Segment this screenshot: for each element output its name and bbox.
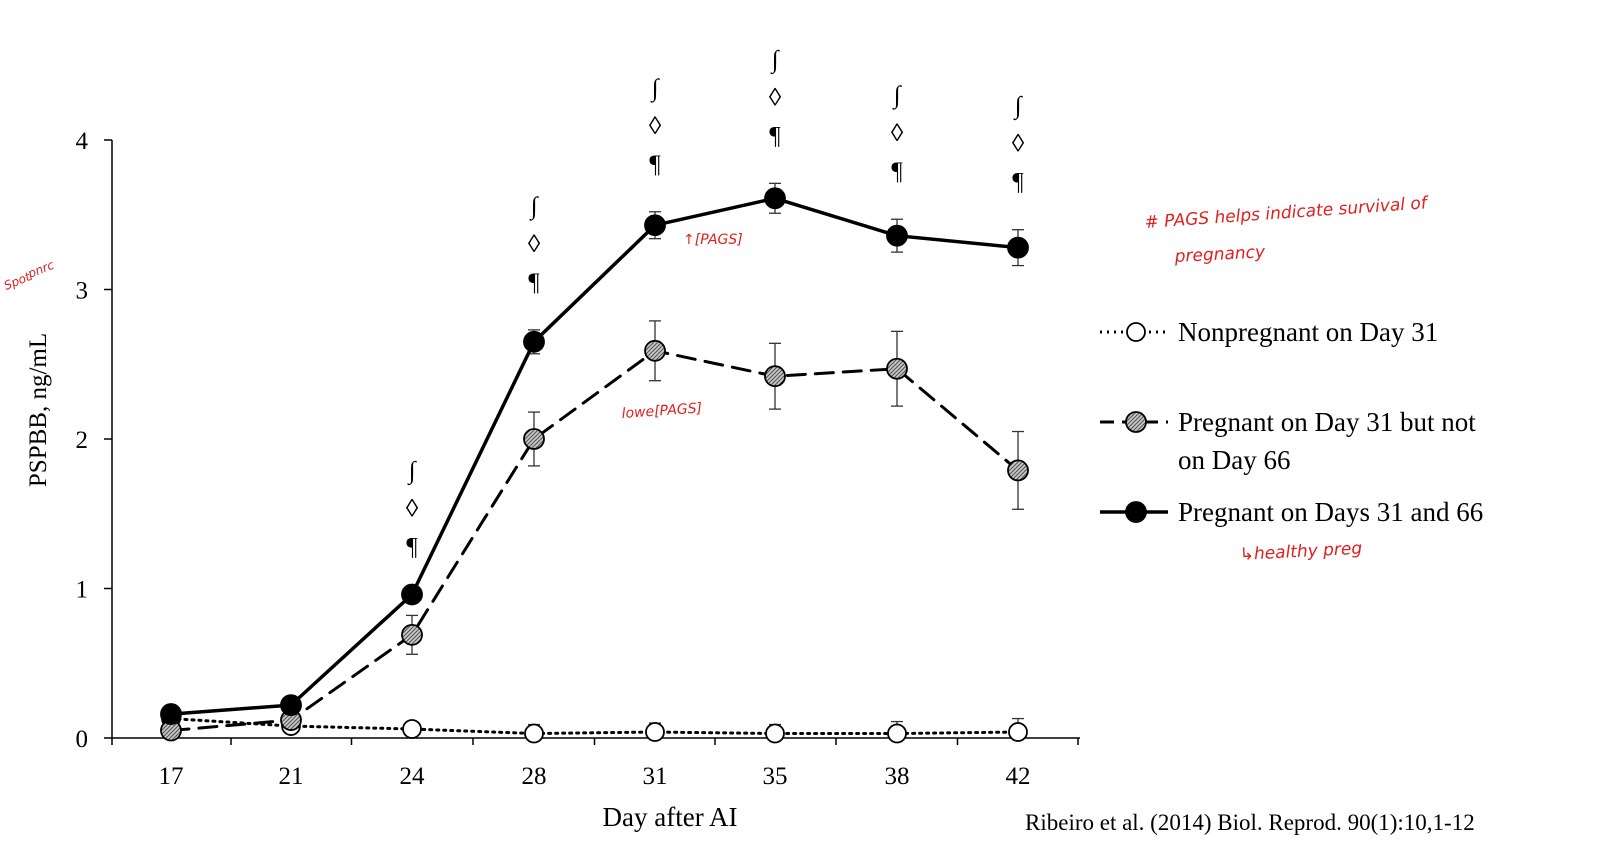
annotation-pags-note-line1: # PAGS helps indicate survival of: [1144, 193, 1430, 233]
signif-24-1: ◊: [406, 495, 419, 522]
signif-24-2: ¶: [406, 533, 418, 560]
point-s2-28: [523, 330, 545, 353]
signif-35-1: ◊: [769, 84, 782, 111]
point-s1-24: [401, 623, 423, 646]
signif-42-0: ∫: [1013, 93, 1023, 121]
point-s1-28: [523, 428, 545, 450]
legend-marker-1: [1125, 411, 1147, 433]
point-s2-31: [644, 214, 666, 237]
annotation-ylabel-scribble-line2: pnrc: [25, 258, 56, 282]
x-tick-label-17: 17: [159, 763, 184, 790]
point-s1-35: [764, 365, 786, 388]
signif-42-1: ◊: [1012, 131, 1025, 158]
x-tick-label-35: 35: [763, 763, 788, 790]
point-s2-24: [401, 583, 423, 606]
x-tick-label-24: 24: [400, 763, 426, 790]
signif-38-0: ∫: [892, 82, 902, 110]
signif-28-1: ◊: [528, 231, 541, 258]
signif-35-2: ¶: [769, 122, 781, 149]
point-s0-35: [765, 723, 785, 744]
point-s0-24: [402, 719, 422, 739]
annotation-pags-note-line2: pregnancy: [1173, 242, 1266, 267]
legend-marker-2: [1125, 501, 1147, 523]
x-tick-label-42: 42: [1006, 763, 1031, 790]
signif-28-2: ¶: [528, 269, 540, 296]
signif-38-2: ¶: [891, 158, 903, 185]
x-tick-label-31: 31: [643, 763, 668, 790]
signif-38-1: ◊: [891, 120, 904, 147]
legend-label-2-0: Pregnant on Days 31 and 66: [1178, 497, 1483, 527]
annotation-high-pags: ↑[PAGS]: [683, 232, 743, 248]
point-s0-31: [645, 722, 665, 742]
point-s2-35: [764, 187, 786, 210]
point-s1-31: [644, 339, 666, 362]
point-s2-42: [1007, 236, 1029, 259]
y-tick-label-4: 4: [76, 128, 89, 155]
y-tick-label-1: 1: [76, 577, 89, 604]
y-tick-label-2: 2: [76, 427, 89, 454]
series-line-2: [169, 196, 1020, 716]
signif-28-0: ∫: [529, 193, 539, 221]
signif-31-2: ¶: [649, 151, 661, 178]
legend-label-1-0: Pregnant on Day 31 but not: [1178, 407, 1476, 437]
signif-31-0: ∫: [650, 75, 660, 103]
x-tick-label-38: 38: [885, 763, 910, 790]
annotation-healthy: ↳healthy preg: [1239, 539, 1363, 565]
x-axis-title: Day after AI: [603, 802, 738, 832]
citation-text: Ribeiro et al. (2014) Biol. Reprod. 90(1…: [1025, 810, 1475, 835]
series-line-1: [169, 349, 1020, 733]
signif-42-2: ¶: [1012, 169, 1024, 196]
series-line-0: [169, 717, 1020, 736]
legend-label-1-1: on Day 66: [1178, 445, 1290, 475]
signif-31-1: ◊: [649, 113, 662, 140]
x-tick-label-28: 28: [522, 763, 547, 790]
signif-24-0: ∫: [407, 457, 417, 485]
annotation-low-pags: lowe[PAGS]: [621, 400, 702, 422]
point-s2-17: [160, 703, 182, 725]
point-s1-38: [886, 357, 908, 380]
legend-marker-0: [1126, 322, 1146, 342]
point-s0-38: [887, 723, 907, 744]
point-s2-38: [886, 224, 908, 247]
point-s1-42: [1007, 459, 1029, 482]
point-s2-21: [280, 694, 302, 717]
signif-35-0: ∫: [770, 46, 780, 74]
point-s0-42: [1008, 722, 1028, 742]
y-tick-label-0: 0: [76, 726, 89, 753]
x-tick-label-21: 21: [279, 763, 304, 790]
legend-label-0-0: Nonpregnant on Day 31: [1178, 317, 1438, 347]
y-axis-title: PSPBB, ng/mL: [25, 333, 52, 487]
point-s0-28: [524, 723, 544, 744]
y-tick-label-3: 3: [76, 278, 89, 305]
